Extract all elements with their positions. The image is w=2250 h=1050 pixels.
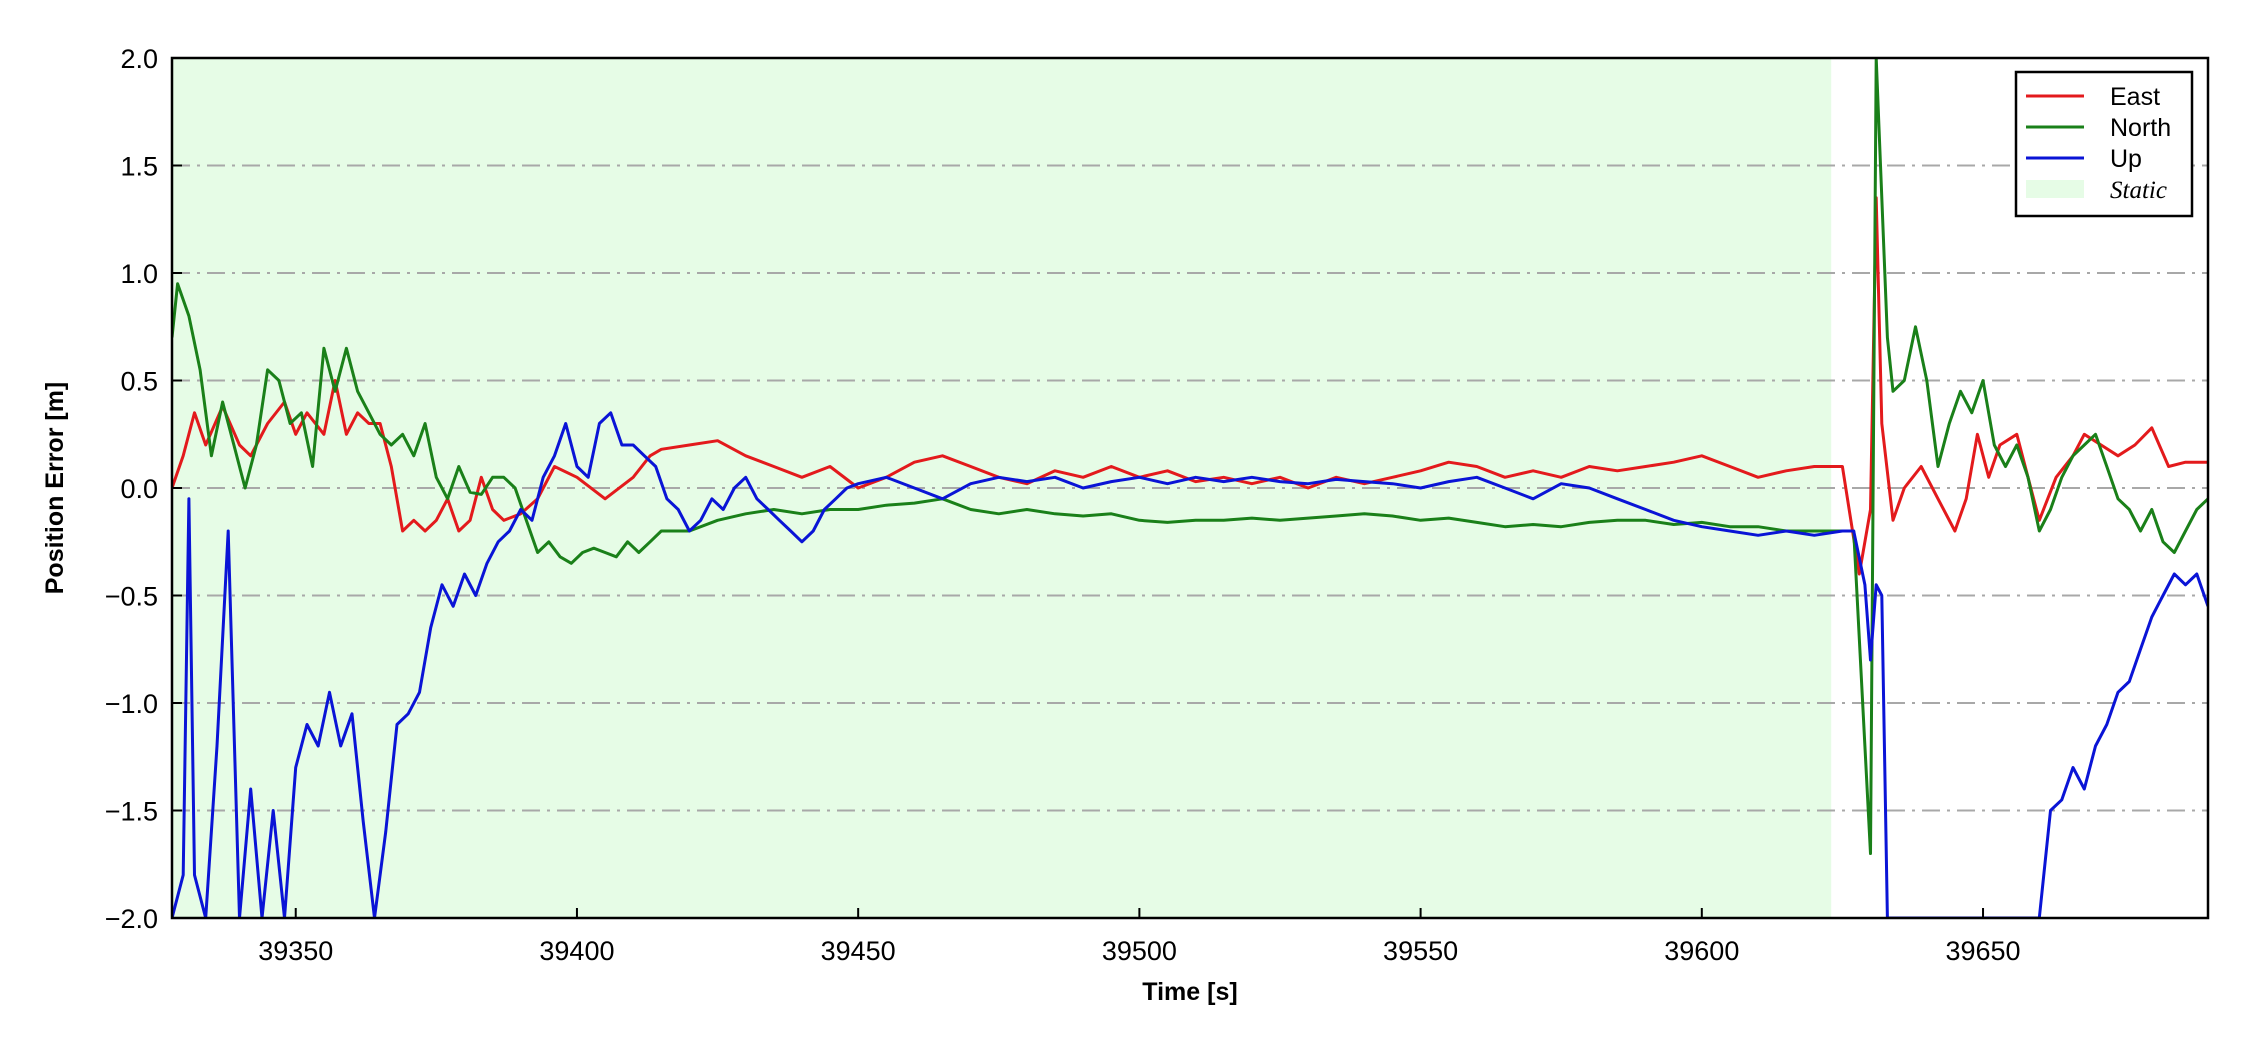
- x-tick-label: 39450: [821, 936, 896, 966]
- legend: East North Up Static: [2014, 70, 2194, 218]
- grid-lines: [172, 164, 2208, 812]
- y-axis-title: Position Error [m]: [41, 382, 69, 595]
- x-tick-label: 39500: [1102, 936, 1177, 966]
- x-tick-label: 39600: [1664, 936, 1739, 966]
- y-tick-label: −1.5: [105, 797, 158, 827]
- x-tick-label: 39400: [539, 936, 614, 966]
- legend-label-east: East: [2110, 83, 2160, 111]
- y-tick-label: 1.0: [120, 259, 158, 289]
- y-tick-label: −1.0: [105, 689, 158, 719]
- y-tick-label: 0.5: [120, 367, 158, 397]
- y-axis: −2.0 −1.5 −1.0 −0.5 0.0 0.5 1.0 1.5 2.0: [105, 44, 182, 934]
- x-axis: 39350 39400 39450 39500 39550 39600 39650: [258, 908, 2021, 966]
- series-line-up: [172, 411, 2208, 918]
- legend-swatch-static: [2026, 180, 2084, 198]
- x-tick-label: 39550: [1383, 936, 1458, 966]
- x-tick-label: 39350: [258, 936, 333, 966]
- series-line-north: [172, 58, 2208, 855]
- y-tick-label: 0.0: [120, 474, 158, 504]
- series-line-east: [172, 196, 2208, 576]
- y-tick-label: 2.0: [120, 44, 158, 74]
- series-layer: [172, 58, 2208, 918]
- y-tick-label: 1.5: [120, 152, 158, 182]
- y-tick-label: −2.0: [105, 904, 158, 934]
- y-tick-label: −0.5: [105, 582, 158, 612]
- legend-label-north: North: [2110, 114, 2171, 142]
- x-tick-label: 39650: [1945, 936, 2020, 966]
- legend-label-static: Static: [2110, 177, 2167, 204]
- x-axis-title: Time [s]: [1142, 978, 1237, 1006]
- legend-label-up: Up: [2110, 145, 2142, 173]
